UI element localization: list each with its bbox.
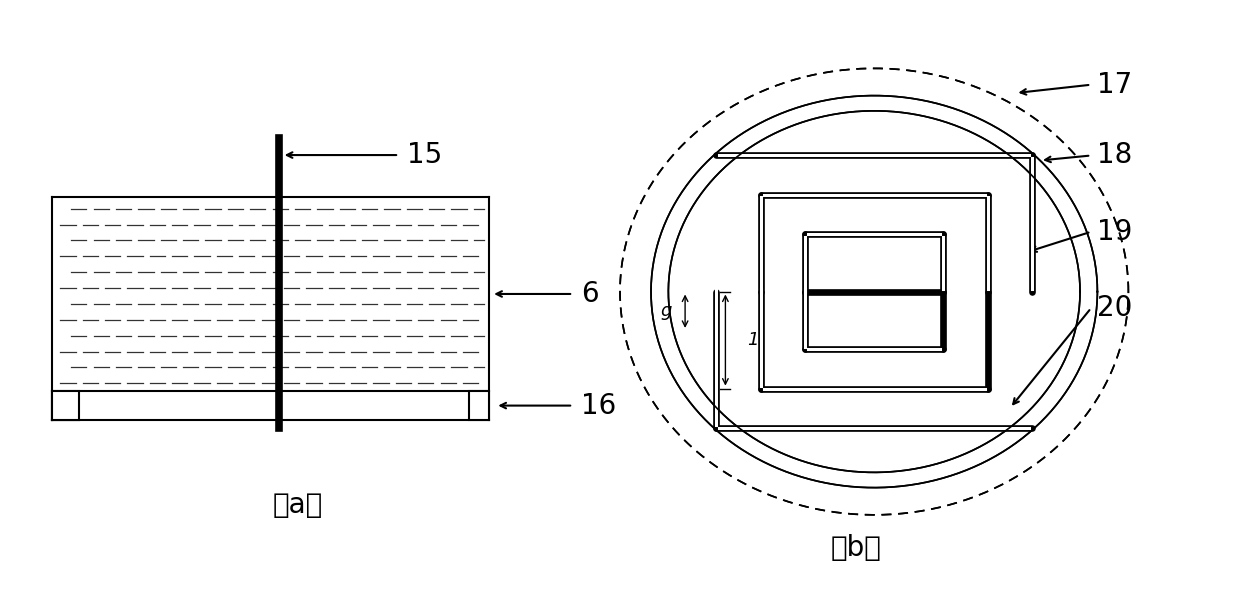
Text: 19: 19 — [1097, 218, 1133, 246]
Text: （a）: （a） — [273, 491, 322, 519]
Text: 16: 16 — [582, 391, 616, 420]
Text: 18: 18 — [1097, 142, 1132, 169]
Text: 6: 6 — [582, 280, 599, 308]
Text: （b）: （b） — [830, 534, 882, 561]
Text: 17: 17 — [1097, 71, 1132, 99]
Text: 20: 20 — [1097, 294, 1133, 322]
Text: 1: 1 — [746, 331, 759, 349]
Text: g: g — [661, 302, 672, 320]
Bar — [52, 391, 79, 420]
Text: 15: 15 — [407, 141, 443, 169]
Bar — [470, 391, 489, 420]
